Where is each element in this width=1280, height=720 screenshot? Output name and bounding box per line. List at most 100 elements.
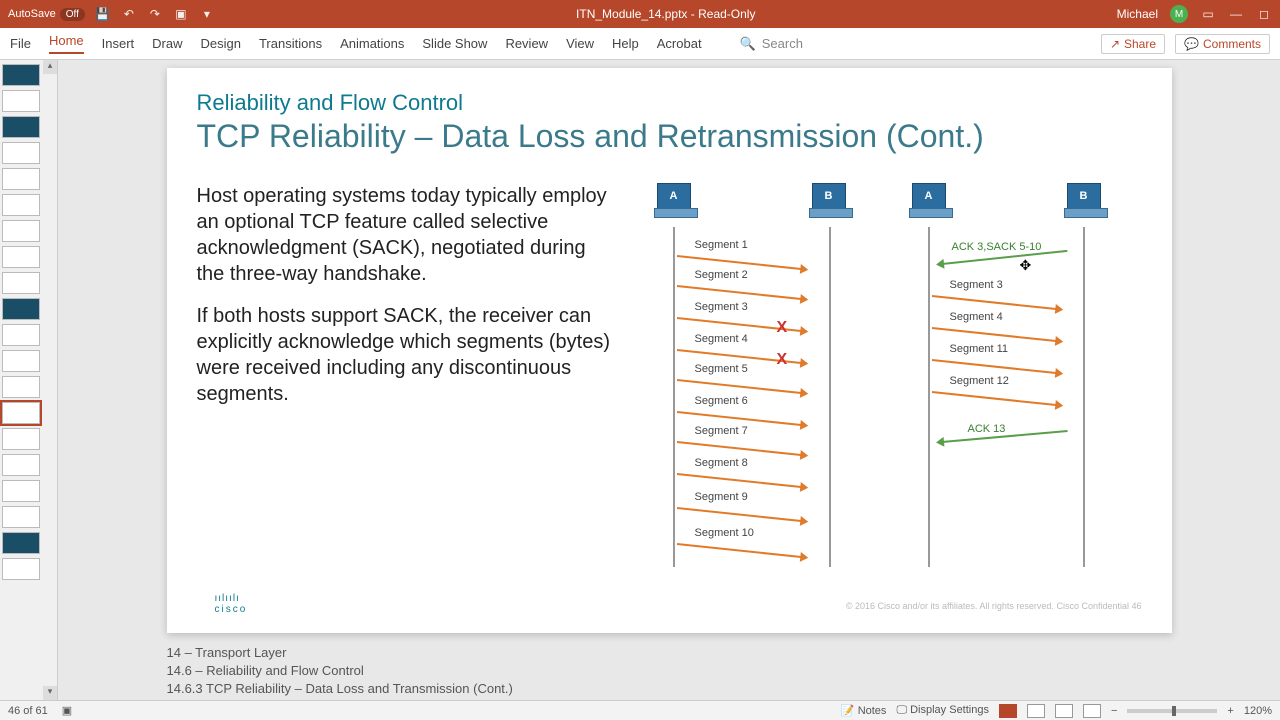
host-icon: B: [1067, 183, 1101, 211]
breadcrumbs: 14 – Transport Layer 14.6 – Reliability …: [167, 645, 1172, 699]
crumb-1: 14 – Transport Layer: [167, 645, 1172, 662]
avatar[interactable]: M: [1170, 5, 1188, 23]
thumbnail[interactable]: [2, 246, 40, 268]
comments-label: Comments: [1203, 37, 1261, 51]
thumbs-scroll-down[interactable]: ▾: [43, 686, 57, 700]
segment-label: Segment 7: [695, 425, 748, 437]
thumbnail[interactable]: [2, 428, 40, 450]
host-icon: B: [812, 183, 846, 211]
slide[interactable]: Reliability and Flow Control TCP Reliabi…: [167, 68, 1172, 633]
save-icon[interactable]: 💾: [95, 6, 111, 22]
arrow-right: [676, 285, 802, 300]
display-settings-button[interactable]: 🖵 Display Settings: [896, 704, 989, 717]
comments-button[interactable]: 💬 Comments: [1175, 34, 1270, 54]
arrow-right: [676, 507, 802, 522]
redo-icon[interactable]: ↷: [147, 6, 163, 22]
tab-design[interactable]: Design: [201, 36, 241, 51]
thumbnail[interactable]: [2, 116, 40, 138]
search-placeholder: Search: [762, 36, 803, 51]
arrow-right: [676, 411, 802, 426]
thumbnail[interactable]: [2, 350, 40, 372]
segment-label: Segment 3: [950, 279, 1003, 291]
thumbnail[interactable]: [2, 402, 40, 424]
slide-position: 46 of 61: [8, 705, 48, 717]
minimize-icon[interactable]: —: [1228, 6, 1244, 22]
slide-para2: If both hosts support SACK, the receiver…: [197, 303, 617, 407]
ribbon: File Home Insert Draw Design Transitions…: [0, 28, 1280, 60]
thumbnail[interactable]: [2, 298, 40, 320]
thumbnail[interactable]: [2, 480, 40, 502]
ribbon-mode-icon[interactable]: ▭: [1200, 6, 1216, 22]
thumbnail[interactable]: [2, 506, 40, 528]
undo-icon[interactable]: ↶: [121, 6, 137, 22]
tab-insert[interactable]: Insert: [102, 36, 135, 51]
view-normal-button[interactable]: [999, 704, 1017, 718]
thumbnail[interactable]: [2, 194, 40, 216]
share-label: Share: [1124, 37, 1156, 51]
arrow-right: [676, 255, 802, 270]
tab-transitions[interactable]: Transitions: [259, 36, 322, 51]
zoom-out-button[interactable]: −: [1111, 705, 1117, 717]
cisco-logo: ıılıılı cisco: [215, 593, 248, 615]
share-icon: ↗: [1110, 37, 1120, 51]
tab-review[interactable]: Review: [505, 36, 548, 51]
view-sorter-button[interactable]: [1027, 704, 1045, 718]
statusbar: 46 of 61 ▣ 📝 Notes 🖵 Display Settings − …: [0, 700, 1280, 720]
arrow-right: [931, 295, 1057, 310]
autosave-state: Off: [60, 8, 85, 21]
thumbnail[interactable]: [2, 142, 40, 164]
thumbnail[interactable]: [2, 220, 40, 242]
search-box[interactable]: 🔍 Search: [740, 36, 803, 52]
segment-label: Segment 3: [695, 301, 748, 313]
arrow-right: [676, 379, 802, 394]
tab-home[interactable]: Home: [49, 33, 84, 54]
tab-acrobat[interactable]: Acrobat: [657, 36, 702, 51]
segment-label: Segment 6: [695, 395, 748, 407]
view-reading-button[interactable]: [1055, 704, 1073, 718]
thumbnail[interactable]: [2, 168, 40, 190]
arrow-right: [931, 359, 1057, 374]
tab-draw[interactable]: Draw: [152, 36, 182, 51]
segment-label: Segment 5: [695, 363, 748, 375]
slide-subtitle: Reliability and Flow Control: [197, 90, 1142, 116]
search-icon: 🔍: [740, 36, 756, 52]
tab-slideshow[interactable]: Slide Show: [422, 36, 487, 51]
thumbnail[interactable]: [2, 376, 40, 398]
thumbs-scroll-up[interactable]: ▴: [43, 60, 57, 74]
more-icon[interactable]: ▾: [199, 6, 215, 22]
thumbnail[interactable]: [2, 558, 40, 580]
autosave-toggle[interactable]: AutoSave Off: [8, 8, 85, 21]
arrow-right: [676, 473, 802, 488]
notes-button[interactable]: 📝 Notes: [841, 704, 887, 717]
arrow-right: [931, 391, 1057, 406]
accessibility-icon[interactable]: ▣: [62, 704, 72, 717]
tab-help[interactable]: Help: [612, 36, 639, 51]
thumbnail[interactable]: [2, 64, 40, 86]
slide-para1: Host operating systems today typically e…: [197, 183, 617, 287]
thumbnail[interactable]: [2, 272, 40, 294]
view-slideshow-button[interactable]: [1083, 704, 1101, 718]
thumbnail[interactable]: [2, 324, 40, 346]
thumbnail[interactable]: [2, 532, 40, 554]
comments-icon: 💬: [1184, 37, 1199, 51]
main: ▴ ▾ Reliability and Flow Control TCP Rel…: [0, 60, 1280, 700]
ack-label: ACK 13: [968, 423, 1006, 435]
segment-label: Segment 4: [950, 311, 1003, 323]
present-icon[interactable]: ▣: [173, 6, 189, 22]
ack-label: ACK 3,SACK 5-10: [952, 241, 1042, 253]
x-mark: X: [777, 351, 788, 369]
thumbnail[interactable]: [2, 454, 40, 476]
tab-view[interactable]: View: [566, 36, 594, 51]
zoom-slider[interactable]: [1127, 709, 1217, 713]
segment-label: Segment 12: [950, 375, 1009, 387]
share-button[interactable]: ↗ Share: [1101, 34, 1165, 54]
username[interactable]: Michael: [1117, 7, 1158, 21]
segment-label: Segment 8: [695, 457, 748, 469]
tab-file[interactable]: File: [10, 36, 31, 51]
slide-text: Host operating systems today typically e…: [197, 183, 617, 583]
maximize-icon[interactable]: ◻: [1256, 6, 1272, 22]
tab-animations[interactable]: Animations: [340, 36, 404, 51]
diagram: ✥ ABABSegment 1Segment 2Segment 3Segment…: [617, 183, 1142, 583]
zoom-in-button[interactable]: +: [1227, 705, 1233, 717]
thumbnail[interactable]: [2, 90, 40, 112]
